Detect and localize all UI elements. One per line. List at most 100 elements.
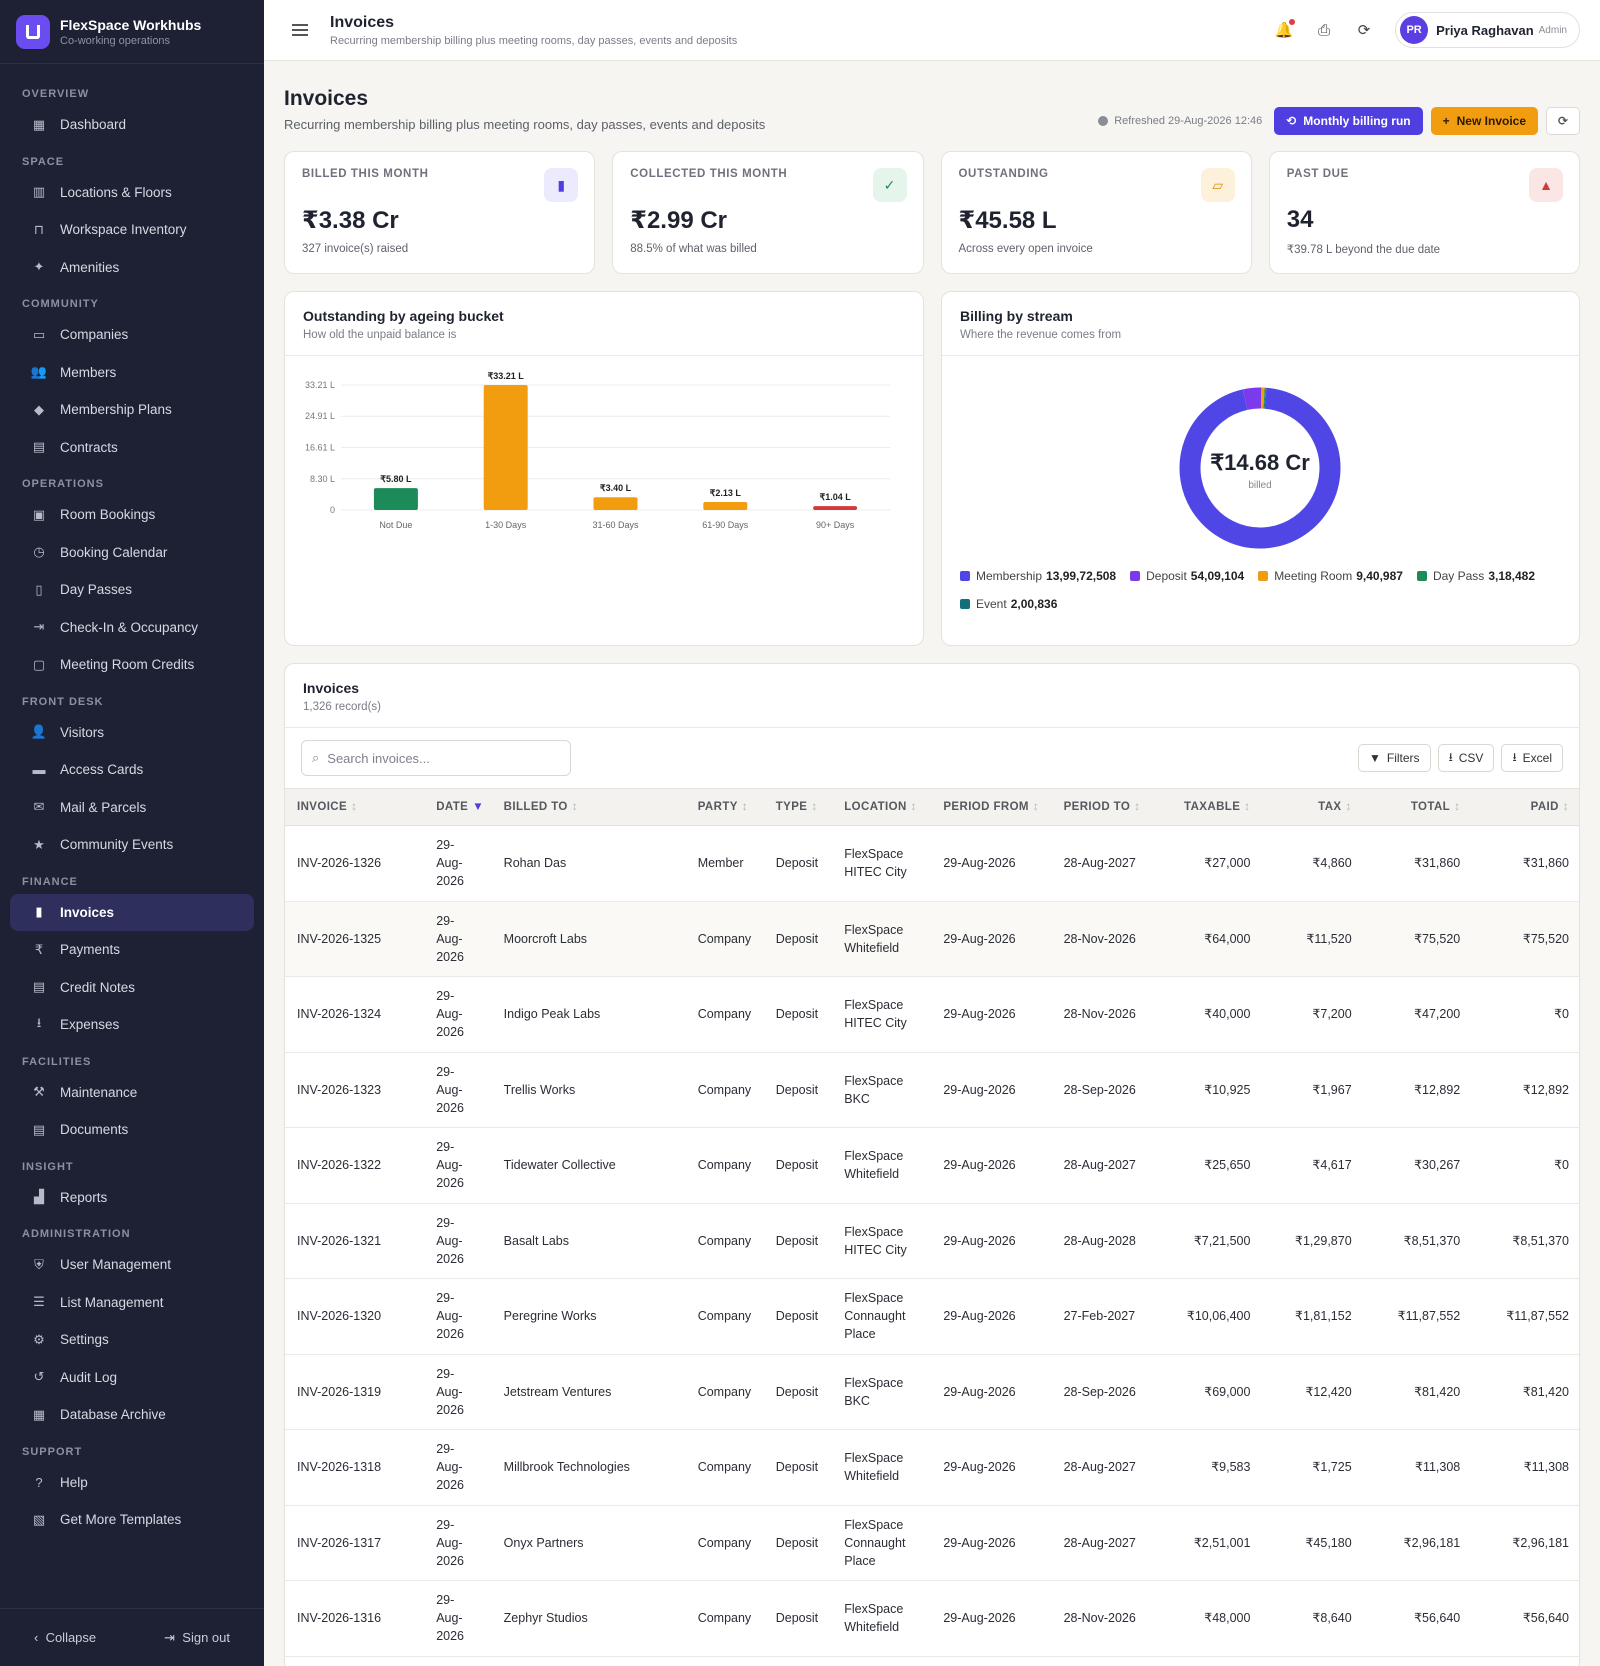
sidebar-item-audit-log[interactable]: ↺ Audit Log: [10, 1359, 254, 1397]
sidebar-item-booking-calendar[interactable]: ◷ Booking Calendar: [10, 534, 254, 572]
sidebar-item-visitors[interactable]: 👤 Visitors: [10, 714, 254, 752]
excel-button[interactable]: ⭳ Excel: [1501, 744, 1563, 772]
table-row[interactable]: INV-2026-1320 29-Aug-2026 Peregrine Works C…: [285, 1278, 1579, 1355]
sidebar-item-list-management[interactable]: ☰ List Management: [10, 1284, 254, 1322]
sidebar-item-expenses[interactable]: ⭳ Expenses: [10, 1006, 254, 1044]
legend-item[interactable]: Event 2,00,836: [960, 597, 1057, 611]
column-header-type[interactable]: TYPE ↕: [763, 788, 833, 826]
sync-icon: ⟲: [1286, 114, 1297, 128]
table-cell: 28-Aug-2027: [1051, 1127, 1157, 1204]
kpi-value: 34: [1286, 206, 1314, 233]
collapse-button[interactable]: ‹ Collapse: [34, 1630, 96, 1645]
sidebar-item-invoices[interactable]: ▮ Invoices: [10, 893, 254, 931]
table-cell: ₹0: [1472, 1127, 1579, 1204]
legend-item[interactable]: Day Pass 3,18,482: [1416, 569, 1536, 583]
table-row[interactable]: INV-2026-1324 29-Aug-2026 Indigo Peak Labs…: [285, 976, 1579, 1053]
sidebar-item-credit-notes[interactable]: ▤ Credit Notes: [10, 969, 254, 1007]
sidebar-item-workspace-inventory[interactable]: ⊓ Workspace Inventory: [10, 211, 254, 249]
legend-series-value: 3,18,482: [1488, 569, 1536, 583]
sidebar-item-locations-floors[interactable]: ▥ Locations & Floors: [10, 174, 254, 212]
legend-item[interactable]: Deposit 54,09,104: [1130, 569, 1244, 583]
table-row[interactable]: INV-2026-1318 29-Aug-2026 Millbrook Techno…: [285, 1429, 1579, 1506]
sidebar-item-dashboard[interactable]: ▦ Dashboard: [10, 106, 254, 144]
sidebar-item-access-cards[interactable]: ▬ Access Cards: [10, 751, 254, 789]
table-cell: ₹0: [1472, 976, 1579, 1053]
table-cell: INV-2026-1317: [285, 1505, 425, 1581]
table-cell: FlexSpace Whitefield: [832, 1580, 932, 1657]
stream-donut-chart: ₹14.68 Cr billed: [1179, 387, 1341, 549]
filter-icon: ▼: [1369, 751, 1381, 765]
column-header-tax[interactable]: TAX ↕: [1262, 788, 1364, 826]
column-header-date[interactable]: DATE ▼: [424, 788, 492, 826]
sidebar-item-check-in-occupancy[interactable]: ⇥ Check-In & Occupancy: [10, 609, 254, 647]
legend-swatch: [1130, 571, 1141, 581]
column-header-paid[interactable]: PAID ↕: [1472, 788, 1579, 826]
ageing-chart-subtitle: How old the unpaid balance is: [303, 329, 457, 341]
legend-item[interactable]: Meeting Room 9,40,987: [1258, 569, 1403, 583]
sidebar-item-user-management[interactable]: ⛨ User Management: [10, 1246, 254, 1284]
column-header-invoice[interactable]: INVOICE ↕: [285, 788, 425, 826]
sidebar-item-maintenance[interactable]: ⚒ Maintenance: [10, 1074, 254, 1112]
kpi-note: 88.5% of what was billed: [630, 243, 757, 255]
stream-chart-subtitle: Where the revenue comes from: [960, 329, 1122, 341]
sidebar-item-room-bookings[interactable]: ▣ Room Bookings: [10, 496, 254, 534]
sidebar-item-community-events[interactable]: ★ Community Events: [10, 826, 254, 864]
sidebar-item-settings[interactable]: ⚙ Settings: [10, 1321, 254, 1359]
sidebar-item-mail-parcels[interactable]: ✉ Mail & Parcels: [10, 789, 254, 827]
stream-chart-title: Billing by stream: [960, 308, 1073, 324]
table-cell: FlexSpace Connaught Place: [832, 1278, 932, 1355]
filters-button[interactable]: ▼ Filters: [1358, 744, 1431, 772]
sidebar-item-reports[interactable]: ▟ Reports: [10, 1179, 254, 1217]
csv-button[interactable]: ⭳ CSV: [1437, 744, 1495, 772]
column-header-period-from[interactable]: PERIOD FROM ↕: [931, 788, 1052, 826]
reload-button[interactable]: ⟳: [1546, 107, 1580, 135]
table-row[interactable]: INV-2026-1321 29-Aug-2026 Basalt Labs Compa…: [285, 1203, 1579, 1279]
sidebar-item-meeting-room-credits[interactable]: ▢ Meeting Room Credits: [10, 646, 254, 684]
sidebar-item-documents[interactable]: ▤ Documents: [10, 1111, 254, 1149]
sidebar-item-companies[interactable]: ▭ Companies: [10, 316, 254, 354]
monthly-billing-run-button[interactable]: ⟲ Monthly billing run: [1274, 107, 1423, 135]
table-row[interactable]: INV-2026-1322 29-Aug-2026 Tidewater Collec…: [285, 1127, 1579, 1204]
table-row[interactable]: INV-2026-1323 29-Aug-2026 Trellis Works Com…: [285, 1052, 1579, 1128]
table-cell: 28-Aug-2028: [1051, 1203, 1157, 1279]
brand[interactable]: FlexSpace Workhubs Co-working operations: [0, 0, 264, 64]
refresh-icon[interactable]: ⟳: [1357, 22, 1371, 39]
table-row[interactable]: INV-2026-1319 29-Aug-2026 Jetstream Ventur…: [285, 1354, 1579, 1430]
sidebar-item-amenities[interactable]: ✦ Amenities: [10, 249, 254, 287]
sign-out-button[interactable]: ⇥ Sign out: [164, 1630, 230, 1646]
bell-icon[interactable]: 🔔: [1275, 19, 1296, 39]
new-invoice-button[interactable]: + New Invoice: [1430, 107, 1538, 135]
table-row[interactable]: INV-2026-1325 29-Aug-2026 Moorcroft Labs Co…: [285, 901, 1579, 977]
sidebar-item-label: Help: [60, 1474, 88, 1490]
sidebar-item-help[interactable]: ? Help: [10, 1464, 254, 1502]
sidebar-item-contracts[interactable]: ▤ Contracts: [10, 429, 254, 467]
column-header-party[interactable]: PARTY ↕: [685, 788, 764, 826]
sidebar-item-database-archive[interactable]: ▦ Database Archive: [10, 1396, 254, 1434]
sidebar-item-day-passes[interactable]: ▯ Day Passes: [10, 571, 254, 609]
table-cell: 29-Aug-2026: [931, 1203, 1052, 1279]
kpi-row: BILLED THIS MONTH ₹3.38 Cr 327 invoice(s) …: [284, 151, 1580, 274]
column-header-taxable[interactable]: TAXABLE ↕: [1157, 788, 1263, 826]
table-cell: Deposit: [763, 901, 833, 977]
sidebar-item-membership-plans[interactable]: ◆ Membership Plans: [10, 391, 254, 429]
sidebar-item-get-more-templates[interactable]: ▧ Get More Templates: [10, 1501, 254, 1539]
sidebar-item-members[interactable]: 👥 Members: [10, 354, 254, 392]
table-row[interactable]: INV-2026-1326 29-Aug-2026 Rohan Das Member D…: [285, 825, 1579, 902]
legend-item[interactable]: Membership 13,99,72,508: [960, 569, 1116, 583]
table-cell: 29-Aug-2026: [424, 1429, 492, 1506]
sidebar-item-payments[interactable]: ₹ Payments: [10, 931, 254, 969]
column-header-label: LOCATION: [844, 801, 907, 813]
print-icon[interactable]: ⎙: [1318, 21, 1331, 39]
user-menu[interactable]: PR Priya Raghavan Admin: [1395, 12, 1580, 48]
column-header-total[interactable]: TOTAL ↕: [1363, 788, 1473, 826]
nav-section-heading: FACILITIES: [22, 1055, 92, 1068]
column-header-billed-to[interactable]: BILLED TO ↕: [491, 788, 686, 826]
x-category-label: 61-90 Days: [702, 520, 749, 530]
search-input[interactable]: [327, 750, 548, 766]
legend-swatch: [1416, 571, 1427, 581]
table-row[interactable]: INV-2026-1316 29-Aug-2026 Zephyr Studios Co…: [285, 1580, 1579, 1657]
menu-icon[interactable]: [292, 21, 308, 39]
column-header-period-to[interactable]: PERIOD TO ↕: [1051, 788, 1157, 826]
column-header-location[interactable]: LOCATION ↕: [832, 788, 932, 826]
table-row[interactable]: INV-2026-1317 29-Aug-2026 Onyx Partners Com…: [285, 1505, 1579, 1581]
